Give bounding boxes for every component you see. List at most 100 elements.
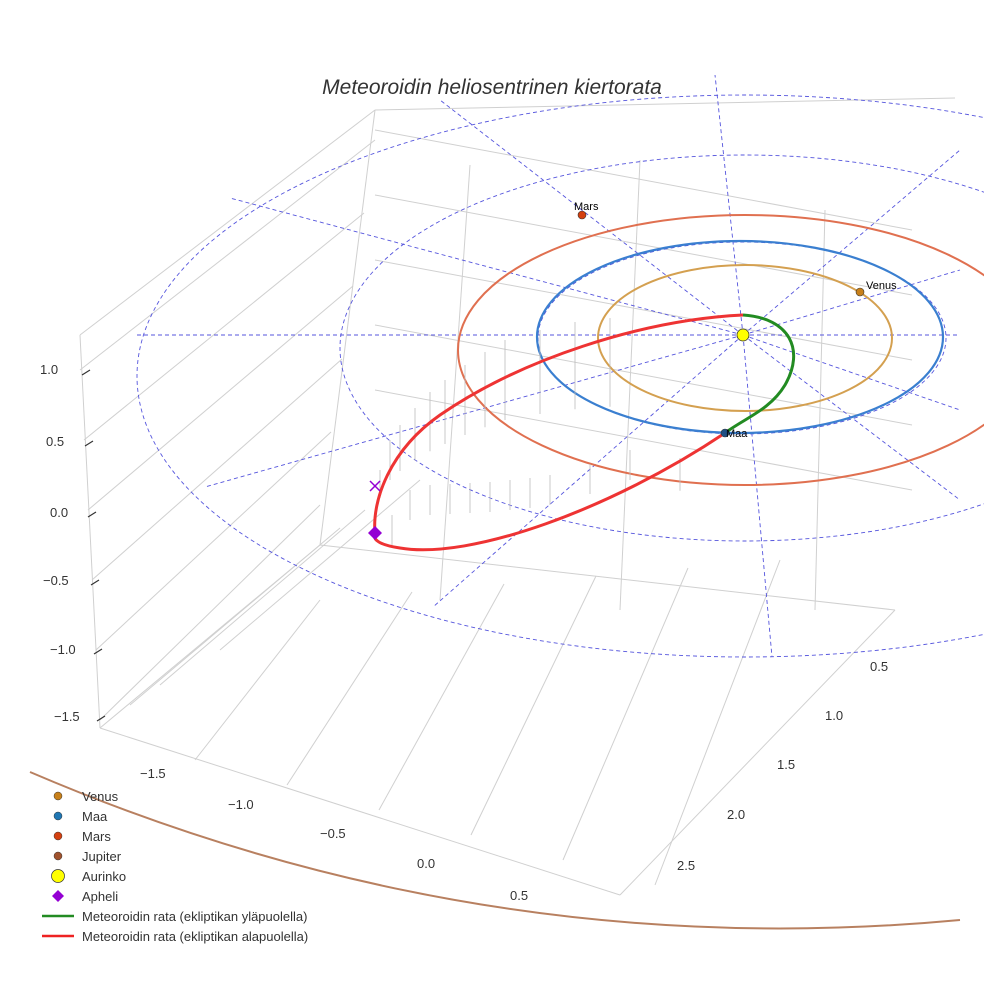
x-tick: 0.0 bbox=[417, 856, 436, 871]
x-tick: −1.5 bbox=[140, 766, 166, 781]
z-tick-mark bbox=[93, 648, 103, 655]
z-tick-mark bbox=[81, 369, 91, 376]
grid-line bbox=[87, 285, 354, 511]
grid-radial-line bbox=[742, 149, 961, 336]
circle-marker-icon bbox=[53, 831, 63, 841]
x-tick: −1.0 bbox=[228, 797, 254, 812]
sun-marker-icon bbox=[51, 869, 65, 883]
y-tick: 1.5 bbox=[777, 757, 796, 772]
grid-line bbox=[79, 139, 376, 371]
mars-label: Mars bbox=[574, 201, 599, 213]
sun-marker bbox=[736, 328, 750, 342]
z-tick: −0.5 bbox=[43, 573, 69, 588]
grid-line bbox=[374, 259, 913, 361]
grid-line bbox=[319, 544, 896, 611]
legend-item-orbit-above[interactable]: Meteoroidin rata (ekliptikan yläpuolella… bbox=[38, 906, 308, 926]
legend-label: Maa bbox=[82, 808, 108, 824]
z-tick: 0.0 bbox=[50, 505, 69, 520]
legend-label: Aurinko bbox=[82, 868, 127, 884]
grid-radial-line bbox=[204, 334, 744, 488]
venus-orbit bbox=[597, 264, 893, 412]
grid-line bbox=[562, 567, 689, 861]
grid-line bbox=[286, 591, 413, 786]
z-tick-mark bbox=[90, 579, 100, 586]
legend-item-venus[interactable]: Venus bbox=[38, 786, 308, 806]
grid-circle-outer bbox=[136, 94, 984, 658]
z-tick-mark bbox=[96, 715, 106, 722]
grid-line bbox=[91, 358, 343, 581]
legend-item-aurinko[interactable]: Aurinko bbox=[38, 866, 308, 886]
x-tick: 0.5 bbox=[510, 888, 529, 903]
apheli-marker bbox=[368, 526, 382, 540]
grid-line bbox=[319, 109, 376, 546]
grid-line bbox=[374, 389, 913, 491]
z-tick: 0.5 bbox=[46, 434, 65, 449]
venus-label: Venus bbox=[866, 280, 897, 292]
x-tick: −0.5 bbox=[320, 826, 346, 841]
grid-radial-line bbox=[439, 99, 744, 336]
legend: Venus Maa Mars Jupiter Aurinko Apheli Me… bbox=[38, 786, 308, 946]
grid-line bbox=[374, 129, 913, 231]
venus-marker bbox=[855, 287, 865, 297]
grid-line bbox=[470, 575, 597, 836]
grid-line bbox=[378, 583, 505, 811]
grid-radial-line bbox=[432, 334, 744, 608]
y-tick: 1.0 bbox=[825, 708, 844, 723]
apheli-projection-marker bbox=[369, 480, 381, 492]
grid-line bbox=[374, 97, 956, 111]
circle-marker-icon bbox=[53, 851, 63, 861]
mars-marker bbox=[577, 210, 587, 220]
legend-item-apheli[interactable]: Apheli bbox=[38, 886, 308, 906]
y-tick: 0.5 bbox=[870, 659, 889, 674]
grid-line bbox=[619, 609, 896, 896]
maa-label: Maa bbox=[726, 428, 748, 440]
grid-line bbox=[79, 109, 376, 336]
jupiter-orbit bbox=[29, 771, 961, 930]
legend-item-orbit-below[interactable]: Meteoroidin rata (ekliptikan alapuolella… bbox=[38, 926, 308, 946]
meteoroid-orbit-above bbox=[724, 313, 795, 435]
legend-label: Jupiter bbox=[82, 848, 122, 864]
y-tick: 2.0 bbox=[727, 807, 746, 822]
diamond-marker-icon bbox=[52, 890, 64, 902]
grid-line bbox=[619, 159, 641, 611]
grid-line bbox=[814, 209, 826, 611]
grid-line bbox=[219, 479, 421, 651]
z-tick: −1.0 bbox=[50, 642, 76, 657]
grid-radial-line bbox=[714, 74, 744, 336]
grid-radial-line bbox=[229, 197, 744, 336]
grid-line bbox=[99, 504, 321, 721]
z-tick-mark bbox=[84, 440, 94, 447]
legend-label: Meteoroidin rata (ekliptikan alapuolella… bbox=[82, 928, 309, 944]
line-green-icon bbox=[42, 914, 74, 918]
grid-line bbox=[374, 324, 913, 426]
grid-circle-middle bbox=[339, 154, 984, 542]
grid-line bbox=[194, 599, 321, 761]
grid-line bbox=[95, 431, 332, 651]
mars-orbit bbox=[457, 214, 984, 486]
legend-item-maa[interactable]: Maa bbox=[38, 806, 308, 826]
z-tick: 1.0 bbox=[40, 362, 59, 377]
chart-title: Meteoroidin heliosentrinen kiertorata bbox=[322, 76, 662, 99]
legend-label: Apheli bbox=[82, 888, 119, 904]
y-tick: 2.5 bbox=[677, 858, 696, 873]
grid-line bbox=[129, 527, 341, 706]
legend-item-jupiter[interactable]: Jupiter bbox=[38, 846, 308, 866]
legend-label: Venus bbox=[82, 788, 119, 804]
grid-line bbox=[99, 727, 621, 896]
grid-line bbox=[439, 164, 471, 601]
circle-marker-icon bbox=[53, 791, 63, 801]
grid-line bbox=[654, 559, 781, 886]
maa-marker bbox=[720, 428, 730, 438]
meteoroid-orbit-below bbox=[372, 313, 744, 552]
maa-orbit bbox=[535, 239, 945, 435]
legend-label: Meteoroidin rata (ekliptikan yläpuolella… bbox=[82, 908, 308, 924]
grid-line bbox=[79, 334, 101, 729]
z-tick: −1.5 bbox=[54, 709, 80, 724]
circle-marker-icon bbox=[53, 811, 63, 821]
grid-radial-line bbox=[742, 334, 773, 658]
grid-radial-line bbox=[742, 334, 961, 411]
legend-item-mars[interactable]: Mars bbox=[38, 826, 308, 846]
grid-line bbox=[159, 509, 366, 686]
